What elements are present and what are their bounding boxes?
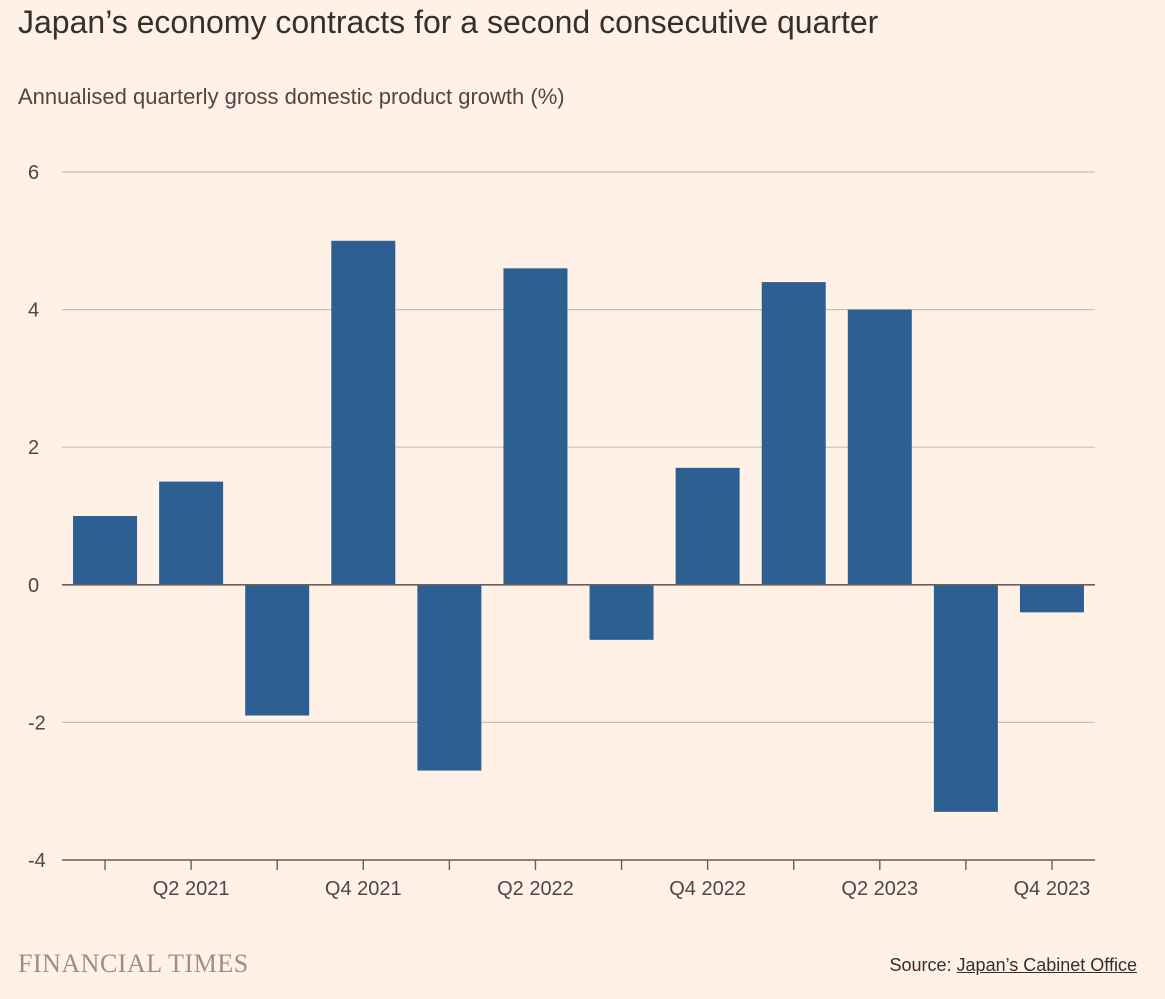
y-tick-label: 4 bbox=[28, 300, 39, 322]
bar bbox=[159, 481, 224, 585]
x-tick-label: Q2 2023 bbox=[841, 878, 918, 900]
bar bbox=[73, 516, 138, 585]
bar bbox=[331, 240, 396, 585]
source-note: Source: Japan’s Cabinet Office bbox=[889, 955, 1137, 976]
y-tick-label: -2 bbox=[28, 712, 46, 734]
y-tick-label: 2 bbox=[28, 437, 39, 459]
bar bbox=[761, 282, 826, 585]
bar bbox=[245, 584, 310, 716]
x-tick-label: Q2 2022 bbox=[497, 878, 574, 900]
bar bbox=[589, 584, 654, 640]
bar bbox=[503, 268, 568, 585]
bar bbox=[417, 584, 482, 771]
x-tick-label: Q4 2022 bbox=[669, 878, 746, 900]
y-tick-label: 6 bbox=[28, 162, 39, 184]
bar bbox=[1019, 584, 1084, 613]
bar bbox=[675, 467, 740, 585]
source-label: Source: bbox=[889, 955, 952, 975]
bar bbox=[933, 584, 998, 812]
x-tick-label: Q4 2021 bbox=[325, 878, 402, 900]
x-tick-label: Q2 2021 bbox=[153, 878, 230, 900]
x-tick-label: Q4 2023 bbox=[1014, 878, 1091, 900]
y-tick-label: -4 bbox=[28, 850, 46, 872]
y-tick-label: 0 bbox=[28, 575, 39, 597]
bar bbox=[847, 309, 912, 585]
bar-chart: -4 -2 0 2 4 6 Q2 2021 Q4 2021 Q2 2022 Q4 2022 Q2 2… bbox=[28, 162, 1095, 900]
financial-times-logo: FINANCIAL TIMES bbox=[18, 949, 249, 978]
source-link[interactable]: Japan’s Cabinet Office bbox=[956, 955, 1137, 975]
chart-subtitle: Annualised quarterly gross domestic prod… bbox=[18, 84, 565, 109]
chart-title: Japan’s economy contracts for a second c… bbox=[18, 4, 879, 40]
